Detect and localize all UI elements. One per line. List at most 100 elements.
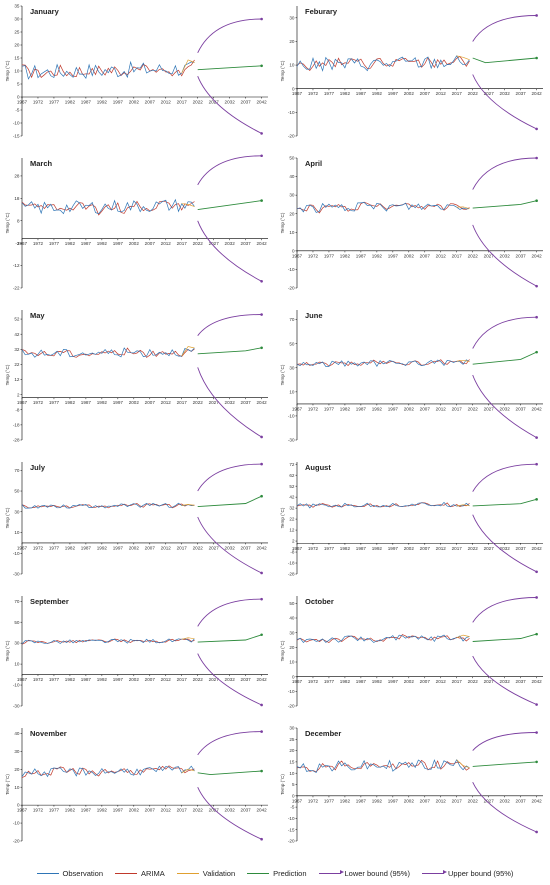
lower-bound-end-marker	[535, 436, 538, 439]
panel-title: October	[305, 597, 334, 606]
x-tick-label: 1967	[292, 679, 303, 684]
y-tick-label: -10	[288, 110, 295, 115]
arima-line	[296, 634, 470, 644]
y-tick-label: -18	[288, 561, 295, 566]
x-tick-label: 2017	[177, 808, 188, 813]
y-tick-label: -10	[13, 683, 20, 688]
lower-bound-line	[472, 782, 537, 833]
prediction-line	[472, 633, 537, 642]
x-tick-label: 2032	[500, 91, 511, 96]
x-tick-label: 2022	[468, 253, 479, 258]
y-tick-label: 20	[14, 767, 20, 772]
validation-line	[181, 346, 195, 357]
x-tick-label: 1992	[97, 808, 108, 813]
y-axis-label: Temp (°C)	[280, 640, 285, 661]
x-tick-label: 1972	[33, 241, 44, 246]
x-tick-label: 2027	[484, 406, 495, 411]
y-tick-label: -28	[13, 438, 20, 443]
lower-bound-line	[472, 655, 537, 705]
x-tick-label: 2032	[500, 546, 511, 551]
chart-svg: April -20 -10 0 10 20 30 40 50 Temp (°C) 1967 1972 1…	[280, 156, 543, 291]
lower-bound-line	[197, 787, 262, 840]
y-tick-label: -20	[13, 839, 20, 844]
observation-line	[21, 765, 195, 778]
lower-bound-end-marker	[260, 571, 263, 575]
x-tick-label: 2002	[404, 679, 415, 684]
chart-panel-july: July -30 -10 10 30 50 70 Temp (°C) 1967 1972 1977 1…	[0, 456, 275, 588]
x-tick-label: 1992	[97, 100, 108, 105]
x-tick-label: 2012	[436, 253, 447, 258]
y-axis-label: Temp (°C)	[5, 774, 10, 795]
x-tick-label: 2012	[161, 677, 172, 682]
x-tick-label: 1972	[33, 400, 44, 405]
x-tick-label: 2042	[256, 100, 267, 105]
chart-svg: August -28 -18 -8 2 12 22 32 42 52 62 72 Temp (°C) 19…	[280, 462, 543, 577]
y-tick-label: 12	[14, 377, 20, 382]
y-tick-label: 50	[289, 156, 295, 161]
x-tick-label: 2027	[484, 253, 495, 258]
y-tick-label: -20	[288, 704, 295, 709]
upper-bound-end-marker	[260, 17, 263, 21]
y-tick-label: 50	[14, 620, 20, 625]
x-tick-label: 2037	[516, 546, 527, 551]
x-tick-label: 1992	[97, 241, 108, 246]
x-tick-label: 1982	[340, 253, 351, 258]
y-tick-label: -5	[290, 805, 295, 810]
y-tick-label: -20	[288, 134, 295, 139]
x-tick-label: 1992	[372, 798, 383, 803]
x-tick-label: 2032	[225, 677, 236, 682]
y-tick-label: 70	[289, 317, 295, 322]
lower-bound-line	[472, 74, 537, 130]
validation-line	[181, 59, 195, 74]
x-tick-label: 1972	[308, 253, 319, 258]
x-tick-label: 1987	[356, 798, 367, 803]
x-tick-label: 2012	[161, 545, 172, 550]
x-tick-label: 2017	[452, 406, 463, 411]
y-tick-label: 35	[14, 4, 20, 9]
y-tick-label: 12	[289, 528, 295, 533]
observation-line	[21, 347, 195, 358]
x-tick-label: 2002	[129, 808, 140, 813]
x-tick-label: 2012	[436, 798, 447, 803]
x-tick-label: 1997	[388, 91, 399, 96]
x-tick-label: 1977	[324, 253, 335, 258]
x-tick-label: 2017	[177, 677, 188, 682]
x-tick-label: 2027	[484, 91, 495, 96]
y-tick-label: 52	[289, 484, 295, 489]
x-tick-label: 2007	[420, 253, 431, 258]
y-axis-label: Temp (°C)	[280, 364, 285, 385]
chart-grid: January -15 -10 -5 0 5 10 15 20 25 30 35 Temp (°C) 19…	[0, 4, 543, 844]
y-tick-label: 30	[289, 726, 295, 731]
panel-title: April	[305, 159, 322, 168]
chart-panel-september: September -30 -10 10 30 50 70 Temp (°C) 1967 1972…	[0, 590, 275, 720]
x-tick-label: 2007	[145, 100, 156, 105]
y-tick-label: -8	[15, 407, 20, 412]
x-tick-label: 2017	[452, 679, 463, 684]
lower-bound-end-marker	[535, 830, 538, 834]
observation-line	[296, 501, 470, 509]
y-tick-label: 50	[289, 601, 295, 606]
x-tick-label: 2032	[500, 253, 511, 258]
x-tick-label: 2027	[484, 798, 495, 803]
validation-line	[456, 634, 470, 639]
x-tick-label: 2012	[436, 91, 447, 96]
legend-item-prediction: Prediction	[247, 869, 307, 878]
x-tick-label: 2012	[436, 406, 447, 411]
x-tick-label: 2002	[404, 91, 415, 96]
x-tick-label: 2037	[241, 808, 252, 813]
x-tick-label: 2022	[193, 400, 204, 405]
x-tick-label: 2037	[241, 241, 252, 246]
panel-title: September	[30, 597, 69, 606]
legend-item-validation: Validation	[176, 869, 235, 878]
x-tick-label: 2022	[193, 545, 204, 550]
x-tick-label: 1982	[65, 677, 76, 682]
x-tick-label: 2012	[436, 546, 447, 551]
chart-panel-march: March -22 -12 -2 8 18 28 Temp (°C) 1967 1972 1977 1…	[0, 152, 275, 302]
x-tick-label: 1972	[33, 545, 44, 550]
x-tick-label: 1997	[113, 241, 124, 246]
prediction-end-marker	[260, 494, 263, 498]
y-tick-label: -10	[13, 551, 20, 556]
y-tick-label: 40	[14, 731, 20, 736]
prediction-line	[197, 65, 262, 71]
x-tick-label: 1977	[49, 808, 60, 813]
